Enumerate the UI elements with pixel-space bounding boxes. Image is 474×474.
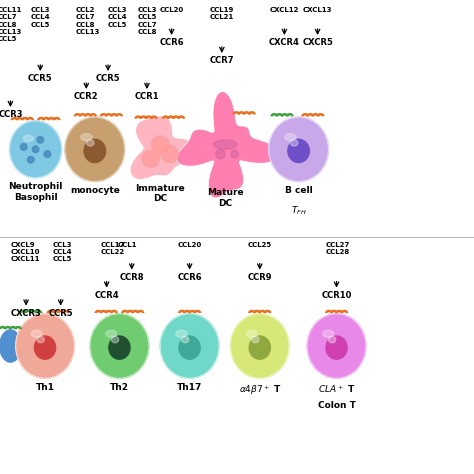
- Polygon shape: [130, 116, 198, 179]
- Text: CCL3
CCL5
CCL7
CCL8: CCL3 CCL5 CCL7 CCL8: [137, 7, 157, 35]
- Circle shape: [161, 146, 178, 163]
- Text: Th1: Th1: [36, 383, 55, 392]
- Text: Neutrophil
Basophil: Neutrophil Basophil: [9, 182, 63, 202]
- Ellipse shape: [111, 337, 118, 343]
- Ellipse shape: [16, 314, 74, 378]
- Ellipse shape: [84, 139, 106, 163]
- Ellipse shape: [9, 121, 62, 178]
- Circle shape: [32, 146, 39, 153]
- Text: Mature
DC: Mature DC: [207, 188, 244, 208]
- Text: CCR9: CCR9: [247, 273, 272, 282]
- Text: $CLA^+$ T: $CLA^+$ T: [318, 383, 355, 395]
- Polygon shape: [177, 91, 279, 198]
- Ellipse shape: [284, 134, 296, 141]
- Text: Th17: Th17: [177, 383, 202, 392]
- Ellipse shape: [109, 336, 130, 359]
- Text: CCR1: CCR1: [135, 92, 159, 101]
- Ellipse shape: [160, 314, 219, 378]
- Circle shape: [142, 150, 159, 167]
- Ellipse shape: [176, 330, 187, 337]
- Text: CCR5: CCR5: [48, 309, 73, 318]
- Ellipse shape: [230, 314, 289, 378]
- Text: CCR6: CCR6: [159, 38, 184, 47]
- Text: CCL17
CCL22: CCL17 CCL22: [101, 242, 125, 255]
- Text: CXCL9
CXCL10
CXCL11: CXCL9 CXCL10 CXCL11: [10, 242, 40, 262]
- Text: CCL27
CCL28: CCL27 CCL28: [326, 242, 350, 255]
- Text: CCL3
CCL4
CCL5: CCL3 CCL4 CCL5: [108, 7, 128, 27]
- Ellipse shape: [326, 336, 347, 359]
- Text: CCL20: CCL20: [159, 7, 184, 13]
- Text: Immature
DC: Immature DC: [136, 184, 185, 203]
- Text: CXCL12: CXCL12: [270, 7, 299, 13]
- Text: CCR4: CCR4: [94, 291, 119, 300]
- Text: CCL25: CCL25: [248, 242, 272, 248]
- Ellipse shape: [246, 330, 257, 337]
- Text: CCR7: CCR7: [210, 56, 234, 65]
- Text: CCR3: CCR3: [0, 110, 23, 119]
- Circle shape: [44, 151, 51, 157]
- Ellipse shape: [269, 117, 328, 182]
- Text: CCL1: CCL1: [117, 242, 137, 248]
- Text: CCR6: CCR6: [177, 273, 202, 282]
- Ellipse shape: [90, 314, 149, 378]
- Text: Colon T: Colon T: [318, 401, 356, 410]
- Ellipse shape: [87, 140, 94, 146]
- Circle shape: [152, 136, 169, 153]
- Ellipse shape: [231, 150, 238, 158]
- Circle shape: [27, 156, 34, 163]
- Text: CCR8: CCR8: [119, 273, 144, 282]
- Text: CCR2: CCR2: [74, 92, 99, 101]
- Text: CCL2
CCL7
CCL8
CCL13: CCL2 CCL7 CCL8 CCL13: [76, 7, 100, 35]
- Text: CCL11
CCL7
CCL8
CCL13
CCL5: CCL11 CCL7 CCL8 CCL13 CCL5: [0, 7, 22, 42]
- Text: CCR5: CCR5: [96, 74, 120, 83]
- Text: $\alpha4\beta7^+$ T: $\alpha4\beta7^+$ T: [238, 383, 281, 397]
- Ellipse shape: [216, 149, 225, 159]
- Ellipse shape: [106, 330, 117, 337]
- Ellipse shape: [213, 140, 237, 149]
- Text: CXCR5: CXCR5: [302, 38, 333, 47]
- Circle shape: [20, 144, 27, 150]
- Ellipse shape: [65, 117, 125, 182]
- Ellipse shape: [291, 140, 298, 146]
- Ellipse shape: [323, 330, 334, 337]
- Text: $T_{FH}$: $T_{FH}$: [291, 204, 307, 217]
- Ellipse shape: [182, 337, 189, 343]
- Ellipse shape: [23, 136, 33, 142]
- Text: CXCR3: CXCR3: [11, 309, 41, 318]
- Ellipse shape: [31, 330, 42, 337]
- Ellipse shape: [0, 330, 21, 362]
- Ellipse shape: [37, 337, 44, 343]
- Ellipse shape: [328, 337, 336, 343]
- Text: CCR10: CCR10: [321, 291, 352, 300]
- Ellipse shape: [252, 337, 259, 343]
- Text: Th2: Th2: [110, 383, 129, 392]
- Circle shape: [37, 137, 44, 143]
- Text: monocyte: monocyte: [70, 186, 120, 195]
- Text: B cell: B cell: [285, 186, 312, 195]
- Ellipse shape: [249, 336, 270, 359]
- Text: CCL19
CCL21: CCL19 CCL21: [210, 7, 234, 20]
- Ellipse shape: [35, 336, 55, 359]
- Ellipse shape: [288, 139, 310, 163]
- Text: CXCL13: CXCL13: [303, 7, 332, 13]
- Text: CCL3
CCL4
CCL5: CCL3 CCL4 CCL5: [53, 242, 73, 262]
- Text: CCL3
CCL4
CCL5: CCL3 CCL4 CCL5: [30, 7, 50, 27]
- Ellipse shape: [307, 314, 366, 378]
- Ellipse shape: [81, 134, 92, 141]
- Ellipse shape: [179, 336, 200, 359]
- Text: CXCR4: CXCR4: [269, 38, 300, 47]
- Text: CCR5: CCR5: [28, 74, 53, 83]
- Text: CCL20: CCL20: [177, 242, 202, 248]
